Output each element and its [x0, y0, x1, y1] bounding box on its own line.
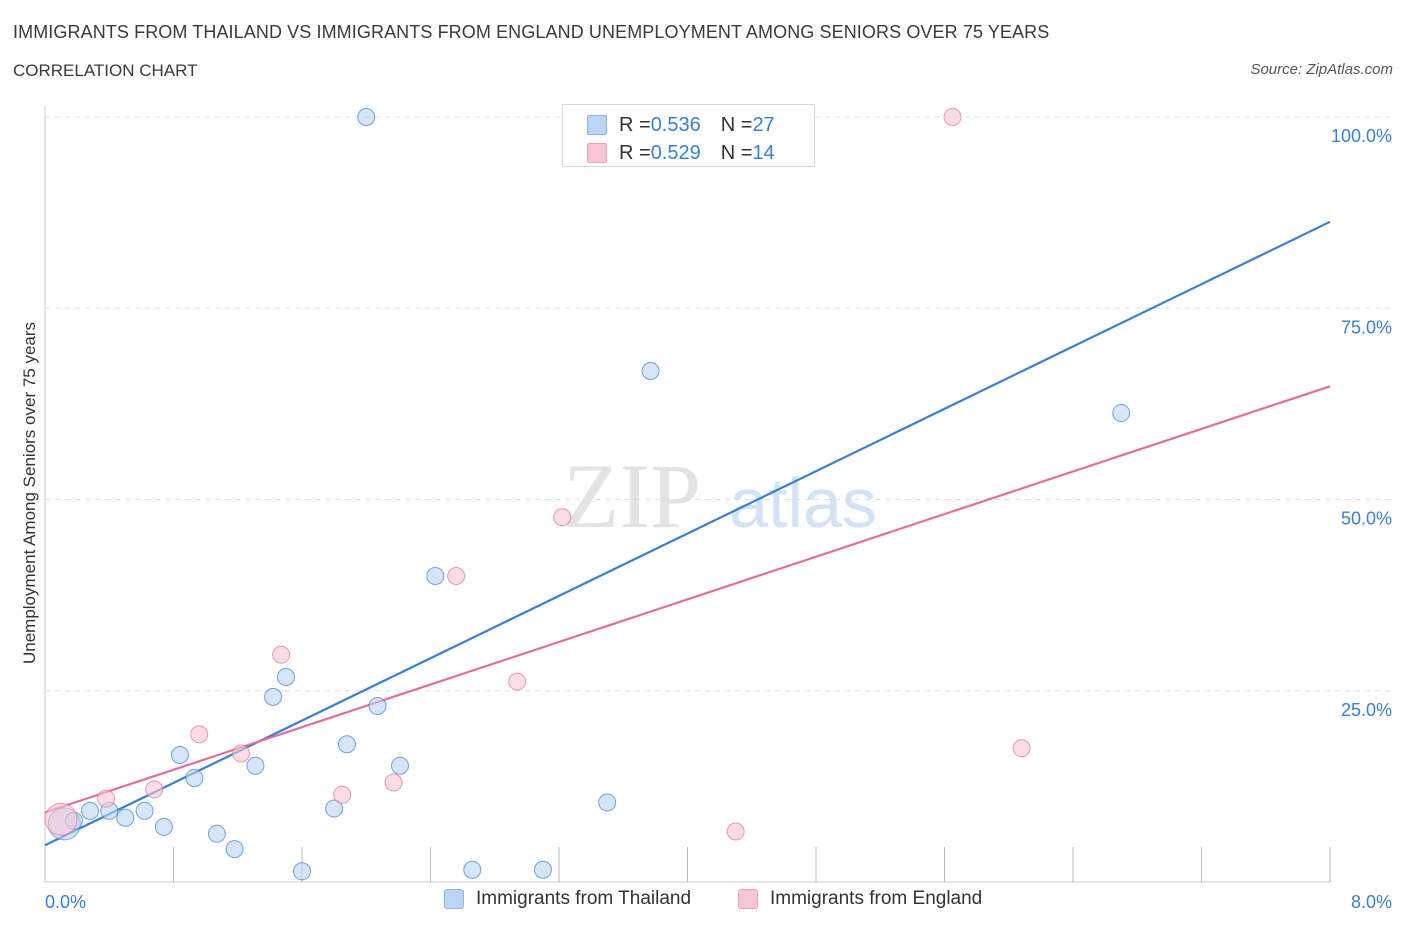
r-value-england: 0.529	[650, 141, 701, 164]
thailand-point	[426, 567, 445, 585]
england-point	[44, 802, 78, 836]
thailand-legend-swatch	[444, 889, 464, 909]
england-point	[231, 744, 250, 763]
thailand-point	[1112, 404, 1131, 423]
y-tick-label: 25.0%	[1341, 700, 1392, 720]
thailand-point	[276, 667, 295, 686]
watermark-zip: ZIP	[563, 445, 701, 547]
chart-title: IMMIGRANTS FROM THAILAND VS IMMIGRANTS F…	[13, 22, 1050, 42]
thailand-swatch	[587, 115, 607, 135]
thailand-point	[390, 756, 409, 775]
r-label: R =	[619, 141, 651, 164]
england-point	[333, 785, 352, 804]
y-tick-label: 75.0%	[1341, 317, 1392, 337]
legend-item-thailand[interactable]: Immigrants from Thailand	[444, 888, 691, 910]
england-point	[943, 108, 962, 126]
legend-row-thailand: R = 0.536 N = 27	[587, 114, 775, 136]
axes	[44, 107, 1331, 883]
r-value-thailand: 0.536	[650, 113, 701, 136]
thailand-point	[264, 687, 283, 706]
england-point	[384, 773, 403, 792]
england-point	[447, 567, 466, 585]
england-point	[272, 645, 291, 664]
x-tick-label: 8.0%	[1351, 892, 1392, 912]
source-label: Source: ZipAtlas.com	[1250, 61, 1393, 78]
england-point	[1012, 739, 1031, 758]
thailand-point	[207, 824, 226, 843]
thailand-point	[80, 801, 99, 820]
x-tick-label: 0.0%	[45, 892, 86, 912]
legend-row-england: R = 0.529 N = 14	[587, 142, 775, 164]
chart-subtitle: CORRELATION CHART	[13, 61, 198, 80]
thailand-point	[533, 860, 552, 879]
england-point	[145, 780, 164, 799]
data-points	[44, 108, 1131, 881]
thailand-point	[325, 799, 344, 818]
thailand-point	[135, 801, 154, 820]
watermark: ZIP atlas	[563, 445, 877, 547]
n-value-thailand: 27	[752, 113, 775, 136]
thailand-point	[185, 768, 204, 787]
thailand-point	[337, 735, 356, 754]
england-trend-line	[44, 385, 1331, 814]
thailand-point	[357, 108, 376, 126]
n-label: N =	[720, 141, 753, 164]
thailand-point	[598, 793, 617, 812]
thailand-point	[170, 746, 189, 765]
grid	[45, 116, 1392, 692]
thailand-point	[641, 361, 660, 380]
thailand-point	[116, 808, 135, 827]
legend-label-thailand: Immigrants from Thailand	[476, 888, 692, 909]
legend-label-england: Immigrants from England	[770, 888, 983, 909]
y-tick-label: 100.0%	[1331, 126, 1392, 146]
england-swatch	[587, 143, 607, 163]
england-point	[190, 725, 209, 744]
england-point	[726, 822, 745, 841]
y-tick-label: 50.0%	[1341, 509, 1392, 529]
correlation-legend: R = 0.536 N = 27 R = 0.529 N = 14	[562, 104, 815, 167]
england-point	[553, 508, 572, 527]
england-point	[508, 672, 527, 691]
r-label: R =	[619, 113, 651, 136]
thailand-point	[154, 817, 173, 836]
thailand-point	[293, 862, 311, 881]
n-label: N =	[720, 113, 753, 136]
trend-lines	[44, 220, 1331, 847]
thailand-point	[463, 860, 482, 879]
legend-item-england[interactable]: Immigrants from England	[738, 888, 982, 910]
series-legend: Immigrants from Thailand Immigrants from…	[0, 888, 1406, 918]
thailand-point	[368, 697, 387, 716]
england-legend-swatch	[738, 889, 758, 909]
n-value-england: 14	[752, 141, 775, 164]
y-axis-label: Unemployment Among Seniors over 75 years	[20, 321, 39, 665]
thailand-point	[225, 840, 244, 859]
tick-labels: 25.0% 50.0% 75.0% 100.0% 0.0% 8.0%	[45, 126, 1392, 912]
england-point	[97, 789, 116, 808]
thailand-point	[246, 756, 265, 775]
